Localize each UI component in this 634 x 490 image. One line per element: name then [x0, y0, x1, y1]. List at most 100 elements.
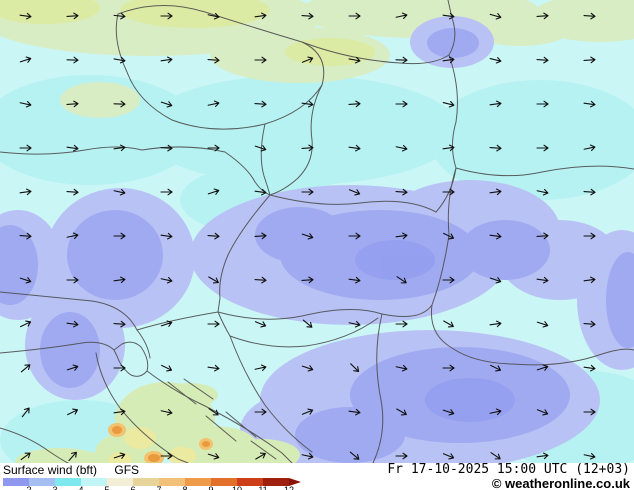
wind-arrow [583, 276, 596, 284]
weather-map [0, 0, 634, 463]
copyright: © weatheronline.co.uk [491, 476, 630, 490]
wind-arrow [113, 100, 126, 108]
wind-arrow [583, 12, 596, 20]
wind-arrow [348, 189, 361, 196]
wind-arrow [395, 188, 408, 196]
legend-segment [107, 478, 133, 486]
wind-arrow [536, 144, 549, 152]
wind-arrow [536, 188, 549, 196]
wind-arrow [489, 232, 502, 240]
wind-arrow [442, 100, 455, 108]
wind-arrow [160, 144, 173, 152]
wind-arrow [207, 453, 220, 460]
wind-arrow [348, 232, 361, 240]
wind-arrow [442, 56, 455, 64]
wind-arrow [489, 320, 502, 328]
legend-segment [237, 478, 263, 486]
wind-arrow [254, 12, 267, 20]
wind-arrow [583, 408, 596, 416]
wind-arrow [160, 320, 173, 327]
wind-arrow [348, 100, 361, 108]
wind-arrow [489, 408, 502, 416]
wind-arrow [490, 452, 501, 460]
wind-arrow [395, 232, 408, 240]
wind-arrow [489, 277, 502, 284]
wind-arrow [349, 451, 360, 460]
wind-speed-legend: 2 3 4 5 6 7 8 9 10 11 12 [3, 478, 313, 490]
wind-arrow [442, 276, 455, 284]
legend-tick-label: 3 [52, 485, 58, 490]
wind-arrow [20, 320, 32, 328]
wind-arrow [583, 320, 596, 328]
wind-arrow [207, 100, 220, 108]
wind-arrow [19, 188, 32, 196]
wind-arrow [302, 319, 313, 328]
wind-arrow [395, 364, 408, 372]
wind-arrow [66, 56, 79, 64]
wind-arrow [301, 276, 314, 284]
wind-arrow [442, 12, 455, 20]
legend-segment [81, 478, 107, 486]
wind-arrow [254, 321, 267, 328]
wind-arrow [21, 407, 30, 418]
wind-arrow [19, 56, 32, 63]
wind-arrow [66, 100, 79, 108]
wind-arrow [348, 276, 361, 284]
wind-arrow [583, 364, 596, 372]
wind-arrow [536, 56, 549, 64]
wind-arrow [536, 100, 549, 108]
wind-arrow [254, 100, 267, 108]
wind-arrow [301, 12, 314, 20]
legend-segment [185, 478, 211, 486]
wind-arrow [443, 232, 455, 240]
wind-arrow [350, 363, 360, 373]
wind-arrow [396, 276, 407, 284]
wind-arrow [67, 408, 79, 416]
wind-arrow [348, 56, 361, 64]
model-label: GFS [114, 463, 140, 477]
wind-arrow [490, 364, 502, 372]
wind-arrow [66, 144, 79, 152]
wind-arrow [443, 320, 454, 328]
wind-arrow [301, 452, 314, 460]
wind-arrow [536, 276, 549, 284]
legend-segment [55, 478, 81, 486]
wind-arrow [160, 232, 173, 240]
wind-arrow [113, 12, 126, 20]
wind-arrow [395, 320, 408, 328]
wind-arrow [536, 321, 549, 328]
wind-arrow [583, 100, 596, 108]
wind-arrow [301, 144, 314, 152]
wind-arrow [536, 232, 549, 240]
wind-arrow [395, 12, 408, 20]
wind-arrow [536, 452, 549, 460]
legend-segment [159, 478, 185, 486]
wind-arrow [395, 100, 408, 108]
wind-arrow [113, 320, 126, 328]
legend-arrow-end [289, 478, 301, 486]
legend-tick-label: 4 [78, 485, 84, 490]
wind-arrow [207, 144, 220, 152]
wind-arrow [583, 144, 596, 152]
legend-tick-label: 9 [208, 485, 214, 490]
wind-arrow [301, 408, 314, 415]
wind-arrow [442, 409, 455, 416]
wind-arrow [20, 364, 31, 373]
wind-arrow [536, 364, 549, 371]
wind-arrow [19, 232, 32, 240]
wind-arrow [160, 12, 173, 20]
attribution-block: Fr 17-10-2025 15:00 UTC (12+03) © weathe… [387, 463, 634, 490]
legend-ticks: 2 3 4 5 6 7 8 9 10 11 12 [3, 486, 313, 490]
wind-arrow [536, 12, 549, 20]
wind-arrow [68, 451, 77, 462]
legend-tick-label: 7 [156, 485, 162, 490]
wind-arrow [113, 144, 126, 152]
wind-arrow [207, 56, 220, 64]
wind-arrow [207, 188, 220, 195]
legend-title: Surface wind (bft) [3, 463, 98, 477]
wind-arrow [113, 408, 126, 416]
legend-tick-label: 6 [130, 485, 136, 490]
wind-arrow [160, 276, 173, 284]
wind-arrow [395, 144, 408, 152]
